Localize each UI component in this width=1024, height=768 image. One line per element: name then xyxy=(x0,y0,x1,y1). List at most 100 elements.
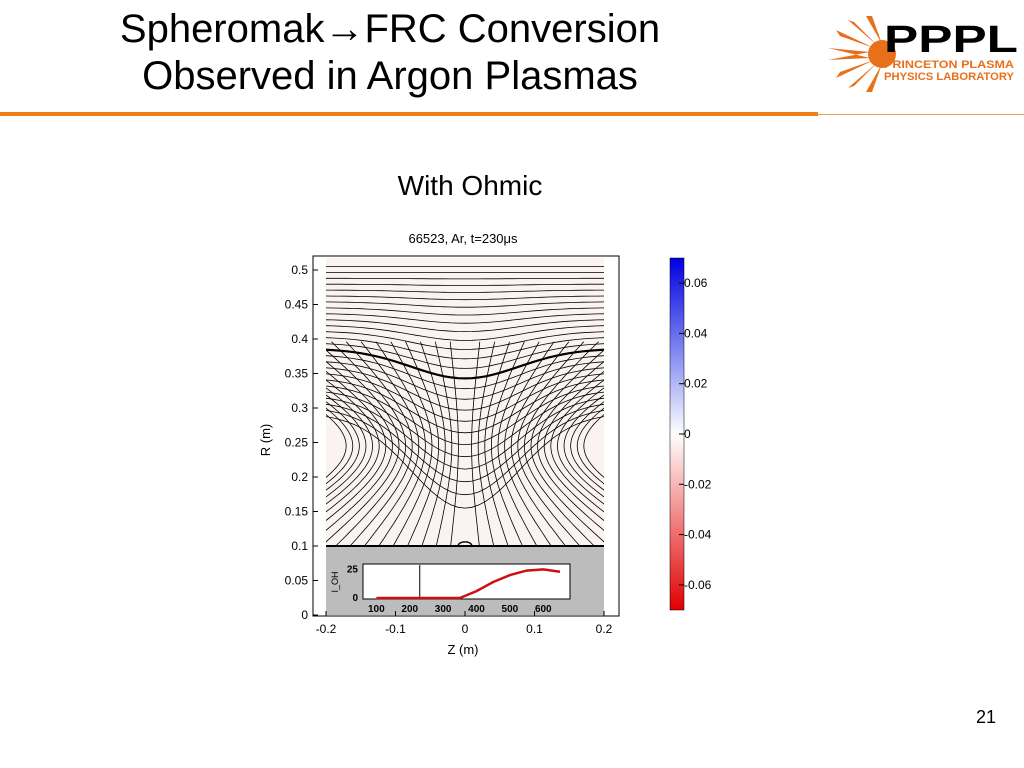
y-tick-label: 0.2 xyxy=(291,470,308,484)
contour-line xyxy=(326,301,604,308)
colorbar-tick-label: 0.04 xyxy=(684,326,708,340)
inset-x-tick-label: 200 xyxy=(401,604,418,615)
contour-line xyxy=(449,341,459,546)
contour-line xyxy=(326,414,347,478)
contour-line xyxy=(326,283,604,286)
colorbar-tick-label: -0.02 xyxy=(684,477,712,491)
contour-line xyxy=(517,341,585,546)
contour-line xyxy=(326,370,387,522)
page-number: 21 xyxy=(975,707,996,727)
contour-line xyxy=(326,343,604,369)
colorbar-tick-label: -0.06 xyxy=(684,578,712,592)
contour-line xyxy=(345,341,413,546)
colorbar-tick-label: -0.04 xyxy=(684,528,712,542)
contour-line xyxy=(434,341,453,546)
contour-line xyxy=(326,289,604,293)
title-underline xyxy=(0,112,818,116)
contour-line xyxy=(326,367,604,411)
contour-field xyxy=(326,258,604,546)
contour-line xyxy=(570,401,604,491)
contour-line xyxy=(326,349,400,543)
contour-line xyxy=(326,416,604,509)
contour-line xyxy=(583,414,604,478)
contour-line xyxy=(390,341,433,546)
logo-wordmark: PPPL xyxy=(884,19,1018,61)
contour-line xyxy=(543,370,604,522)
contour-lines xyxy=(326,266,604,546)
contour-line xyxy=(326,387,374,505)
contour-line xyxy=(326,295,604,301)
inset-x-tick-label: 400 xyxy=(468,604,485,615)
contour-line xyxy=(530,349,604,543)
contour-line xyxy=(326,401,360,491)
y-tick-label: 0 xyxy=(301,608,308,622)
colorbar-tick-label: 0.02 xyxy=(684,377,708,391)
contour-line xyxy=(523,341,599,546)
contour-line xyxy=(477,341,496,546)
contour-line xyxy=(326,361,393,531)
contour-line xyxy=(326,397,604,470)
y-tick-label: 0.5 xyxy=(291,263,308,277)
inset-series-line xyxy=(376,568,561,600)
contour-line xyxy=(556,387,604,505)
contour-line xyxy=(420,341,446,546)
sunburst-icon xyxy=(828,16,896,92)
slide-subtitle: With Ohmic xyxy=(397,170,543,201)
contour-line xyxy=(326,355,604,390)
contour-line xyxy=(326,391,604,458)
contour-line xyxy=(326,361,604,400)
title-line-1: Spheromak→FRC Conversion xyxy=(119,7,661,51)
contour-line xyxy=(326,307,604,316)
inset-y-tick-label: 0 xyxy=(352,593,358,604)
contour-line xyxy=(326,407,354,485)
y-tick-label: 0.15 xyxy=(285,505,309,519)
contour-line xyxy=(537,361,604,531)
contour-line xyxy=(326,373,604,422)
inset-x-tick-label: 600 xyxy=(535,604,552,615)
contour-line xyxy=(326,379,380,513)
logo-text-line-2: PHYSICS LABORATORY xyxy=(884,71,1015,83)
y-tick-label: 0.05 xyxy=(285,574,309,588)
y-tick-label: 0.3 xyxy=(291,401,308,415)
pppl-logo: PPPL PRINCETON PLASMA PHYSICS LABORATORY xyxy=(828,16,1018,92)
y-tick-label: 0.35 xyxy=(285,367,309,381)
contour-line xyxy=(457,541,473,546)
x-tick-label: -0.2 xyxy=(316,622,337,636)
contour-line xyxy=(497,341,540,546)
y-tick-label: 0.25 xyxy=(285,436,309,450)
contour-line xyxy=(471,341,481,546)
contour-line xyxy=(326,394,367,498)
title-underline-thin xyxy=(818,114,1024,115)
inset-y-label: I_OH xyxy=(330,571,340,592)
y-axis-label: R (m) xyxy=(258,424,273,457)
contour-line xyxy=(504,341,555,546)
contour-line xyxy=(326,277,604,280)
colorbar-tick-label: 0 xyxy=(684,427,691,441)
plot-title: 66523, Ar, t=230μs xyxy=(408,231,518,246)
y-axis-ticks: 0 0.05 0.1 0.15 0.2 0.25 0.3 0.35 0.4 0.45 0.5 xyxy=(285,263,318,622)
contour-line xyxy=(326,325,604,341)
contour-line xyxy=(326,348,604,380)
inset-x-tick-label: 300 xyxy=(435,604,452,615)
contour-line xyxy=(510,341,570,546)
contour-line xyxy=(326,403,604,483)
y-tick-label: 0.4 xyxy=(291,332,308,346)
x-tick-label: 0 xyxy=(462,622,469,636)
inset-x-tick-label: 100 xyxy=(368,604,385,615)
contour-line xyxy=(375,341,426,546)
y-tick-label: 0.45 xyxy=(285,298,309,312)
contour-line xyxy=(550,379,604,513)
title-line-2: Observed in Argon Plasmas xyxy=(142,54,638,98)
x-axis-label: Z (m) xyxy=(447,642,478,657)
contour-line xyxy=(326,385,604,446)
contour-line xyxy=(326,379,604,434)
contour-line xyxy=(563,394,604,498)
contour-line xyxy=(484,341,510,546)
colorbar-tick-label: 0.06 xyxy=(684,276,708,290)
x-axis-ticks: -0.2 -0.1 0 0.1 0.2 xyxy=(316,611,613,636)
contour-line xyxy=(576,407,604,485)
contour-line xyxy=(405,341,439,546)
logo-text-line-1: PRINCETON PLASMA xyxy=(884,59,1014,71)
contour-line xyxy=(326,313,604,324)
